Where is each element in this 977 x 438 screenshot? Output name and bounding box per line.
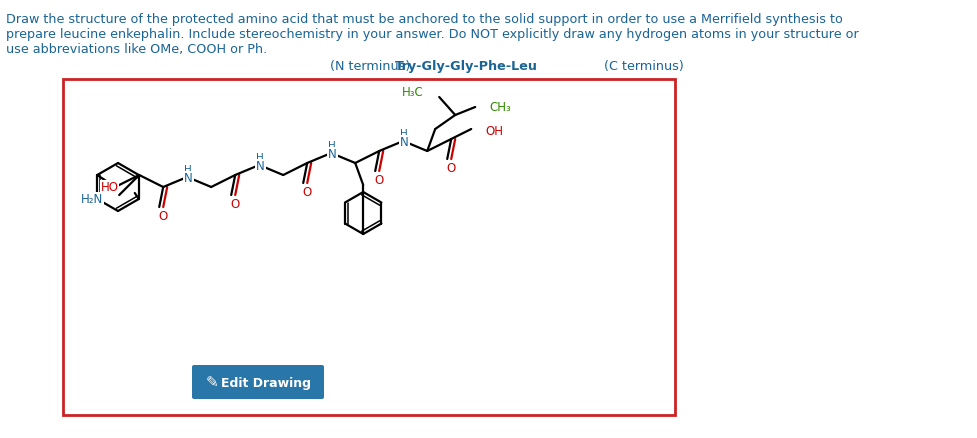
Text: O: O (158, 210, 168, 223)
Text: HO: HO (101, 181, 118, 194)
FancyBboxPatch shape (191, 365, 323, 399)
Text: N: N (327, 148, 336, 161)
Text: H: H (256, 153, 264, 162)
Bar (63, 80, 674, 415)
Text: (C terminus): (C terminus) (599, 60, 683, 73)
Text: ✎: ✎ (205, 374, 218, 390)
Text: N: N (184, 172, 192, 185)
Text: Draw the structure of the protected amino acid that must be anchored to the soli: Draw the structure of the protected amin… (6, 13, 842, 26)
Text: O: O (374, 174, 383, 187)
Text: Edit Drawing: Edit Drawing (221, 377, 311, 390)
Text: H: H (184, 165, 191, 175)
Text: CH₃: CH₃ (488, 101, 510, 114)
Text: H₃C: H₃C (401, 86, 423, 99)
Text: Try-Gly-Gly-Phe-Leu: Try-Gly-Gly-Phe-Leu (395, 60, 537, 73)
Text: OH: OH (485, 125, 503, 138)
Text: use abbreviations like OMe, COOH or Ph.: use abbreviations like OMe, COOH or Ph. (6, 43, 267, 56)
Text: H: H (400, 129, 407, 139)
Text: O: O (231, 198, 239, 211)
Text: O: O (302, 186, 312, 199)
Text: prepare leucine enkephalin. Include stereochemistry in your answer. Do NOT expli: prepare leucine enkephalin. Include ster… (6, 28, 858, 41)
Text: O: O (446, 162, 455, 175)
Text: H₂N: H₂N (81, 193, 104, 206)
Text: N: N (256, 160, 265, 173)
Text: H: H (328, 141, 336, 151)
Text: (N terminus): (N terminus) (329, 60, 414, 73)
Text: N: N (400, 136, 408, 149)
